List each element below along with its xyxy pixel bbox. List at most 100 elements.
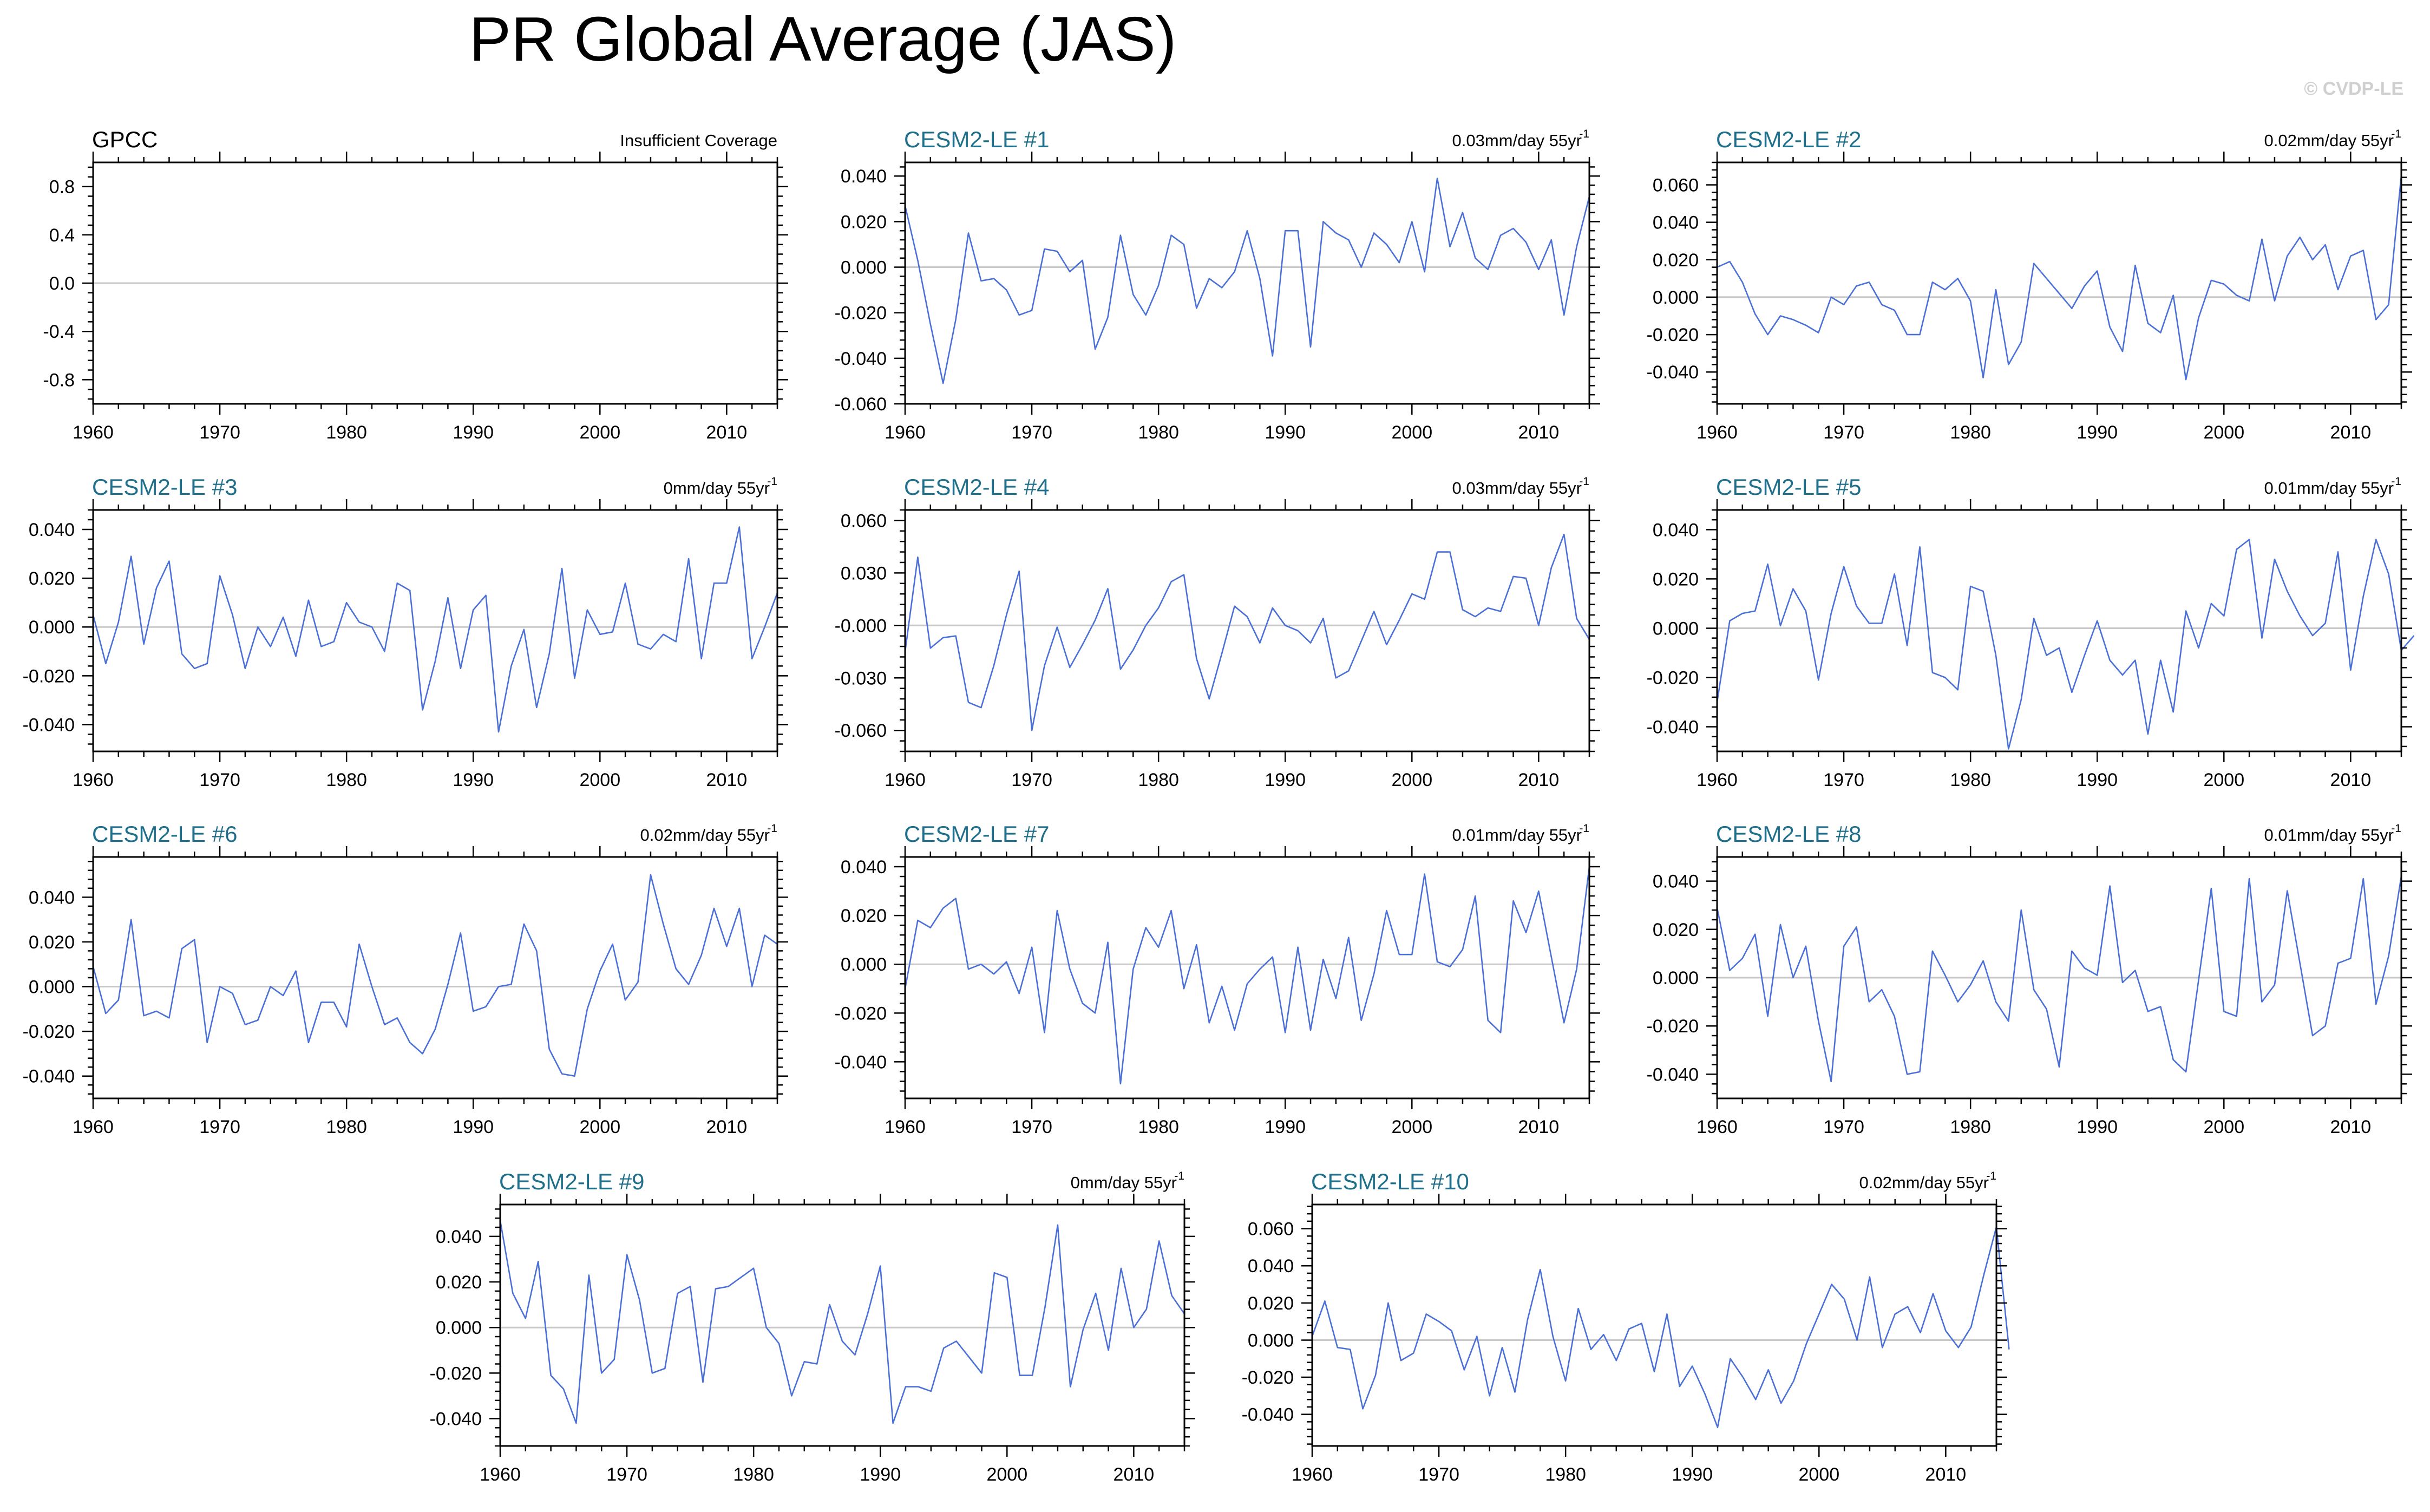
panel-2-series-line bbox=[904, 178, 1590, 384]
panel-5-ytick-label: -0.030 bbox=[835, 668, 887, 689]
panel-9-ytick-label: -0.020 bbox=[1647, 1016, 1699, 1037]
panel-10-x-ticks bbox=[499, 1194, 1185, 1457]
panel-8: CESM2-LE #7 0.01mm/day 55yr-1 1960 1970 1980… bbox=[835, 821, 1600, 1137]
panel-2-y-ticks bbox=[894, 166, 1600, 405]
panel-2-xtick-label: 2010 bbox=[1518, 422, 1560, 443]
panel-7-trend-exponent: -1 bbox=[767, 822, 777, 835]
panel-2-xtick-label: 1980 bbox=[1138, 422, 1179, 443]
panel-7-y-ticks bbox=[82, 861, 788, 1095]
panel-7-ytick-label: -0.020 bbox=[23, 1022, 75, 1042]
panel-11-frame bbox=[1311, 1203, 1997, 1447]
panel-1-annotation: Insufficient Coverage bbox=[620, 131, 777, 150]
panel-3-xtick-label: 1980 bbox=[1950, 422, 1991, 443]
panel-10-xtick-label: 1990 bbox=[860, 1464, 901, 1485]
panel-11: CESM2-LE #10 0.02mm/day 55yr-1 1960 1970 198… bbox=[1242, 1169, 2010, 1485]
panel-7-title: CESM2-LE #6 bbox=[92, 821, 237, 847]
panel-1-ytick-label: -0.4 bbox=[43, 322, 75, 342]
panel-5-xtick-label: 1990 bbox=[1265, 770, 1306, 790]
panel-8-xtick-label: 1970 bbox=[1011, 1117, 1052, 1137]
panel-11-x-ticks bbox=[1311, 1194, 1997, 1457]
panel-4-ytick-label: 0.000 bbox=[29, 617, 75, 638]
panel-11-ytick-label: -0.020 bbox=[1242, 1367, 1294, 1388]
panel-7-xtick-label: 1960 bbox=[73, 1117, 114, 1137]
panel-7-x-ticks bbox=[92, 846, 778, 1109]
panel-9-xtick-label: 2000 bbox=[2203, 1117, 2244, 1137]
panel-5-xtick-label: 1960 bbox=[885, 770, 926, 790]
panel-9-trend: 0.01mm/day 55yr bbox=[2264, 826, 2394, 845]
panel-2: CESM2-LE #1 0.03mm/day 55yr-1 1960 1970 1980… bbox=[835, 127, 1600, 443]
panel-9-ytick-label: 0.020 bbox=[1653, 920, 1699, 940]
panel-4-trend: 0mm/day 55yr bbox=[664, 479, 770, 498]
panel-11-xtick-label: 1960 bbox=[1292, 1464, 1333, 1485]
panel-4-xtick-label: 1970 bbox=[199, 770, 240, 790]
panel-1-title: GPCC bbox=[92, 127, 158, 152]
panel-7: CESM2-LE #6 0.02mm/day 55yr-1 1960 1970 1980… bbox=[23, 821, 788, 1137]
panel-2-xtick-label: 1970 bbox=[1011, 422, 1052, 443]
panel-3-ytick-label: -0.020 bbox=[1647, 325, 1699, 345]
panel-6-xtick-label: 1980 bbox=[1950, 770, 1991, 790]
panel-6-x-ticks bbox=[1716, 499, 2402, 762]
panel-2-xtick-label: 2000 bbox=[1391, 422, 1432, 443]
panel-1-x-ticks bbox=[92, 152, 778, 415]
panel-6-series-line bbox=[1716, 539, 2415, 750]
panel-10-title: CESM2-LE #9 bbox=[499, 1169, 644, 1194]
panel-10-xtick-label: 1970 bbox=[606, 1464, 647, 1485]
panel-7-ytick-label: 0.040 bbox=[29, 887, 75, 908]
panel-7-ytick-label: 0.020 bbox=[29, 932, 75, 953]
panel-5-frame bbox=[904, 509, 1590, 752]
panel-9-xtick-label: 2010 bbox=[2330, 1117, 2372, 1137]
panel-10-ytick-label: -0.020 bbox=[430, 1363, 482, 1384]
panel-3-ytick-label: -0.040 bbox=[1647, 362, 1699, 383]
panel-11-ytick-label: 0.040 bbox=[1248, 1256, 1294, 1277]
panel-8-title: CESM2-LE #7 bbox=[904, 821, 1049, 847]
panel-11-ytick-label: 0.060 bbox=[1248, 1219, 1294, 1240]
panel-7-frame bbox=[92, 856, 778, 1099]
panel-6-xtick-label: 2000 bbox=[2203, 770, 2244, 790]
panel-9-x-ticks bbox=[1716, 846, 2402, 1109]
panel-3-y-ticks bbox=[1706, 161, 2412, 403]
panel-5-title: CESM2-LE #4 bbox=[904, 474, 1049, 500]
panel-5-xtick-label: 1970 bbox=[1011, 770, 1052, 790]
panel-6-trend-exponent: -1 bbox=[2391, 475, 2401, 488]
panel-1-xtick-label: 2000 bbox=[579, 422, 620, 443]
panel-9: CESM2-LE #8 0.01mm/day 55yr-1 1960 1970 1980… bbox=[1647, 821, 2412, 1137]
panel-10-frame bbox=[499, 1203, 1185, 1447]
panel-1-ytick-label: 0.8 bbox=[49, 177, 75, 198]
panel-4-title: CESM2-LE #3 bbox=[92, 474, 237, 500]
panel-8-ytick-label: -0.020 bbox=[835, 1003, 887, 1024]
panel-1: GPCC Insufficient Coverage 1960 1970 1980 199… bbox=[43, 127, 788, 443]
panel-9-xtick-label: 1960 bbox=[1697, 1117, 1738, 1137]
panel-8-x-ticks bbox=[904, 846, 1590, 1109]
panel-8-xtick-label: 2000 bbox=[1391, 1117, 1432, 1137]
panel-4-ytick-label: -0.040 bbox=[23, 715, 75, 735]
panel-2-ytick-label: -0.040 bbox=[835, 349, 887, 369]
panel-3-title: CESM2-LE #2 bbox=[1716, 127, 1861, 152]
panel-4-y-ticks bbox=[82, 509, 788, 745]
panel-10-ytick-label: 0.040 bbox=[436, 1227, 482, 1247]
panel-7-ytick-label: -0.040 bbox=[23, 1066, 75, 1087]
panel-8-ytick-label: 0.000 bbox=[841, 954, 887, 975]
panel-10-ytick-label: 0.020 bbox=[436, 1272, 482, 1293]
panel-4: CESM2-LE #3 0mm/day 55yr-1 1960 1970 1980 199… bbox=[23, 474, 788, 790]
panel-5-trend: 0.03mm/day 55yr bbox=[1452, 479, 1582, 498]
panel-2-trend-exponent: -1 bbox=[1579, 128, 1589, 140]
panel-8-frame bbox=[904, 856, 1590, 1099]
panel-11-xtick-label: 1990 bbox=[1672, 1464, 1713, 1485]
panel-4-xtick-label: 2000 bbox=[579, 770, 620, 790]
panel-1-xtick-label: 1960 bbox=[73, 422, 114, 443]
panel-8-ytick-label: 0.020 bbox=[841, 906, 887, 926]
panel-9-ytick-label: 0.000 bbox=[1653, 968, 1699, 989]
panel-5-trend-exponent: -1 bbox=[1579, 475, 1589, 488]
panel-4-trend-exponent: -1 bbox=[767, 475, 777, 488]
panel-10-trend: 0mm/day 55yr bbox=[1071, 1173, 1177, 1192]
panel-1-xtick-label: 1990 bbox=[453, 422, 494, 443]
panel-grid: GPCC Insufficient Coverage 1960 1970 1980 199… bbox=[23, 127, 2415, 1485]
panel-5-ytick-label: 0.060 bbox=[841, 510, 887, 531]
watermark: © CVDP-LE bbox=[2304, 78, 2403, 99]
panel-6-title: CESM2-LE #5 bbox=[1716, 474, 1861, 500]
panel-8-y-ticks bbox=[894, 856, 1600, 1092]
panel-6-ytick-label: 0.040 bbox=[1653, 520, 1699, 540]
panel-10-ytick-label: 0.000 bbox=[436, 1318, 482, 1338]
panel-1-ytick-label: 0.0 bbox=[49, 273, 75, 294]
